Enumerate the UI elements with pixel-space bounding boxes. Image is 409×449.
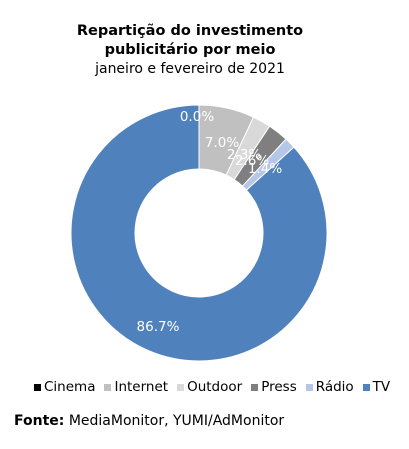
legend-swatch [251, 383, 259, 391]
slice-tv [70, 104, 328, 362]
legend-item-outdoor: Outdoor [177, 379, 242, 395]
chart-subtitle: janeiro e fevereiro de 2021 [95, 61, 285, 77]
data-label-cinema: 0.0% [180, 109, 214, 125]
chart-title-line-1: Repartição do investimento [76, 23, 304, 39]
legend-item-tv: TV [362, 379, 391, 395]
legend-item-cinema: Cinema [34, 379, 95, 395]
legend-swatch [362, 383, 370, 391]
legend-label: TV [372, 379, 391, 395]
legend-label: Internet [114, 379, 169, 395]
data-label-tv: 86.7% [137, 319, 180, 335]
legend-item-press: Press [251, 379, 297, 395]
legend-swatch [34, 383, 41, 391]
data-label-press: 2.6% [235, 153, 269, 169]
legend-label: Press [261, 379, 297, 395]
legend-swatch [305, 383, 313, 391]
legend-item-internet: Internet [104, 379, 168, 395]
legend-item-radio: Rádio [305, 379, 354, 395]
data-label-radio: 1.4% [248, 161, 282, 177]
chart-title-block: Repartição do investimento publicitário … [0, 22, 380, 79]
legend-label: Outdoor [187, 379, 243, 395]
source-note: Fonte: MediaMonitor, YUMI/AdMonitor [14, 413, 284, 429]
data-label-internet: 7.0% [205, 135, 239, 151]
legend-swatch [104, 383, 112, 391]
legend-label: Cinema [44, 379, 96, 395]
legend-label: Rádio [315, 379, 354, 395]
chart-legend: Cinema Internet Outdoor Press Rádio TV [34, 379, 394, 395]
source-label: Fonte: [14, 413, 65, 429]
data-label-outdoor: 2.3% [227, 147, 261, 163]
chart-title-line-2: publicitário por meio [104, 42, 276, 58]
source-text: MediaMonitor, YUMI/AdMonitor [68, 413, 285, 429]
legend-swatch [177, 383, 185, 391]
